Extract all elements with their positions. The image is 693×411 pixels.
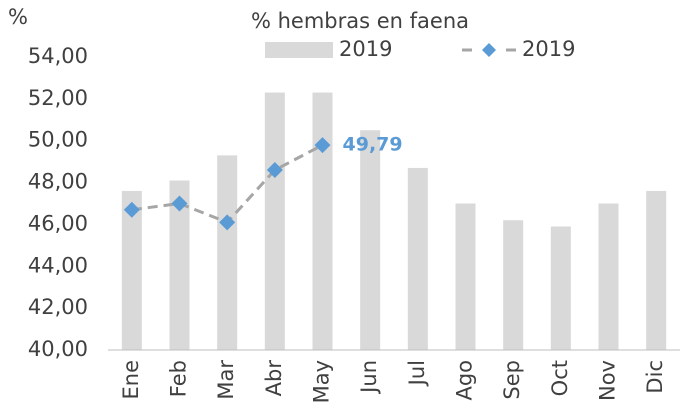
bar — [264, 92, 285, 350]
line-marker — [171, 195, 188, 212]
line-marker — [219, 214, 236, 231]
y-tick-label: 42,00 — [28, 295, 88, 319]
x-tick-label: Jul — [405, 360, 429, 387]
bar — [550, 226, 571, 350]
line-marker — [123, 201, 140, 218]
x-tick-label: May — [310, 360, 334, 403]
bar — [455, 203, 476, 350]
bar — [503, 220, 524, 350]
x-tick-label: Nov — [596, 360, 620, 401]
bar — [360, 130, 381, 350]
x-tick-label: Jun — [357, 360, 381, 395]
line-marker — [266, 162, 283, 179]
x-tick-label: Ene — [119, 360, 143, 400]
y-tick-label: 50,00 — [28, 128, 88, 152]
legend-swatch — [265, 42, 333, 58]
y-tick-label: 54,00 — [28, 44, 88, 68]
bar — [169, 180, 190, 350]
data-label: 49,79 — [343, 134, 403, 156]
y-tick-label: 44,00 — [28, 253, 88, 277]
bar — [312, 92, 333, 350]
x-tick-label: Sep — [500, 360, 524, 400]
x-tick-label: Abr — [262, 360, 286, 397]
x-tick-label: Dic — [643, 360, 667, 394]
y-tick-label: 48,00 — [28, 170, 88, 194]
line-marker — [314, 137, 331, 154]
x-tick-label: Oct — [548, 360, 572, 396]
bar — [598, 203, 619, 350]
bar — [217, 155, 238, 350]
y-tick-label: 52,00 — [28, 86, 88, 110]
x-tick-label: Mar — [214, 360, 238, 400]
y-tick-label: 40,00 — [28, 337, 88, 361]
y-tick-label: 46,00 — [28, 211, 88, 235]
bar — [121, 190, 142, 350]
y-axis-label: % — [8, 5, 28, 29]
legend-swatch — [482, 43, 496, 57]
legend-label: 2019 — [522, 37, 575, 61]
x-tick-label: Feb — [167, 360, 191, 397]
legend-label: 2019 — [339, 37, 392, 61]
bar — [407, 167, 428, 350]
x-tick-label: Ago — [453, 360, 477, 401]
chart-title: % hembras en faena — [251, 9, 469, 33]
bar — [646, 190, 667, 350]
